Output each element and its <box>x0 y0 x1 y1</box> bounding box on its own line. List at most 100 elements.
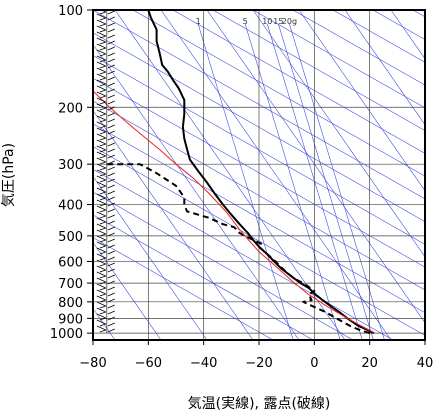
wind-barb <box>96 265 115 273</box>
x-tick-label: 40 <box>417 356 434 371</box>
wind-barb <box>96 79 115 87</box>
wind-barb <box>96 49 115 57</box>
wind-barb <box>96 139 115 147</box>
guide-line-steep <box>93 43 300 340</box>
wind-barb <box>96 25 115 33</box>
wind-barb <box>96 223 115 231</box>
wind-barb <box>96 145 115 153</box>
wind-barb <box>96 13 115 21</box>
wind-barb <box>96 31 115 39</box>
guide-line-shallow <box>93 146 425 336</box>
guide-line-steep <box>160 10 392 340</box>
wind-barb <box>96 151 115 159</box>
y-tick-label: 300 <box>58 158 83 173</box>
wind-barb <box>96 289 115 297</box>
wind-barb <box>96 133 115 141</box>
wind-barb <box>96 91 115 99</box>
x-tick-label: 0 <box>310 356 318 371</box>
wind-barb <box>96 283 115 291</box>
wind-barb <box>96 61 115 69</box>
wind-barb <box>96 271 115 279</box>
wind-barb <box>96 169 115 177</box>
dewpoint-line <box>104 163 371 335</box>
guide-line-shallow <box>252 10 425 109</box>
x-axis-title: 気温(実線), 露点(破線) <box>188 396 331 412</box>
wind-barb <box>96 307 115 315</box>
guide-line-shallow <box>93 10 425 200</box>
wind-barb <box>96 193 115 201</box>
wind-barb <box>96 37 115 45</box>
wind-barb <box>96 277 115 285</box>
wind-barb <box>96 67 115 75</box>
parcel-line <box>93 90 376 334</box>
guide-line-shallow <box>93 77 425 268</box>
guide-line-steep <box>206 10 425 324</box>
x-tick-label: −20 <box>245 356 272 371</box>
x-tick-label: −80 <box>79 356 106 371</box>
wind-barb <box>96 235 115 243</box>
mixing-ratio-line <box>278 23 374 340</box>
guide-line-steep <box>252 10 425 258</box>
wind-barb <box>96 55 115 63</box>
wind-barb <box>96 301 115 309</box>
y-tick-label: 900 <box>58 312 83 327</box>
guide-line-shallow <box>93 237 274 340</box>
wind-barb <box>96 247 115 255</box>
mixing-ratio-line <box>289 23 385 340</box>
y-tick-label: 100 <box>58 4 83 19</box>
wind-barb <box>96 295 115 303</box>
guide-line-shallow <box>93 100 425 291</box>
guide-line-shallow <box>212 10 425 131</box>
mixing-ratio-line <box>267 23 363 340</box>
guide-line-shallow <box>292 10 425 86</box>
wind-barb <box>96 85 115 93</box>
wind-barb <box>96 127 115 135</box>
wind-barb <box>96 121 115 129</box>
guide-line-shallow <box>93 32 425 222</box>
data-lines <box>93 10 376 335</box>
wind-barb <box>96 199 115 207</box>
guide-line-shallow <box>332 10 425 63</box>
mixing-ratio-label: 10 <box>262 17 272 26</box>
temperature-line <box>147 10 375 335</box>
wind-barb <box>96 181 115 189</box>
guide-line-steep <box>298 10 425 192</box>
guide-line-shallow <box>93 123 425 314</box>
wind-barb <box>96 241 115 249</box>
mixing-ratio-label: 5 <box>243 17 248 26</box>
guide-line-steep <box>93 241 162 340</box>
mixing-ratio-label: 20g <box>282 17 297 26</box>
y-tick-label: 400 <box>58 199 83 214</box>
guide-line-shallow <box>172 10 425 154</box>
wind-barb <box>96 319 115 327</box>
wind-barb <box>96 109 115 117</box>
y-tick-label: 200 <box>58 101 83 116</box>
y-axis-title: 気圧(hPa) <box>1 143 17 207</box>
guide-line-shallow <box>93 55 425 245</box>
wind-barb <box>96 19 115 27</box>
guide-line-shallow <box>93 191 354 340</box>
wind-barb <box>96 253 115 261</box>
mixing-ratio-label: 1 <box>196 17 201 26</box>
y-tick-label: 500 <box>58 230 83 245</box>
wind-barb <box>96 157 115 165</box>
guide-line-shallow <box>93 214 314 340</box>
wind-barb <box>99 10 115 15</box>
wind-barb <box>96 97 115 105</box>
wind-barb <box>96 229 115 237</box>
guide-line-steep <box>93 175 208 340</box>
axis-ticks: −80 −60 −40 −20 0 20 40 100 200 300 400 500 600 700 80… <box>50 4 433 371</box>
wind-barb <box>96 205 115 213</box>
y-tick-label: 1000 <box>50 327 83 342</box>
mixing-ratio-line <box>244 23 341 340</box>
wind-barb <box>96 73 115 81</box>
wind-barb <box>96 313 115 321</box>
x-tick-label: −40 <box>190 356 217 371</box>
wind-barb <box>96 175 115 183</box>
guide-line-steep <box>344 10 425 126</box>
mixing-ratio-label: 15 <box>273 17 283 26</box>
wind-barb <box>96 103 115 111</box>
wind-barb <box>96 211 115 219</box>
wind-barb <box>96 187 115 195</box>
